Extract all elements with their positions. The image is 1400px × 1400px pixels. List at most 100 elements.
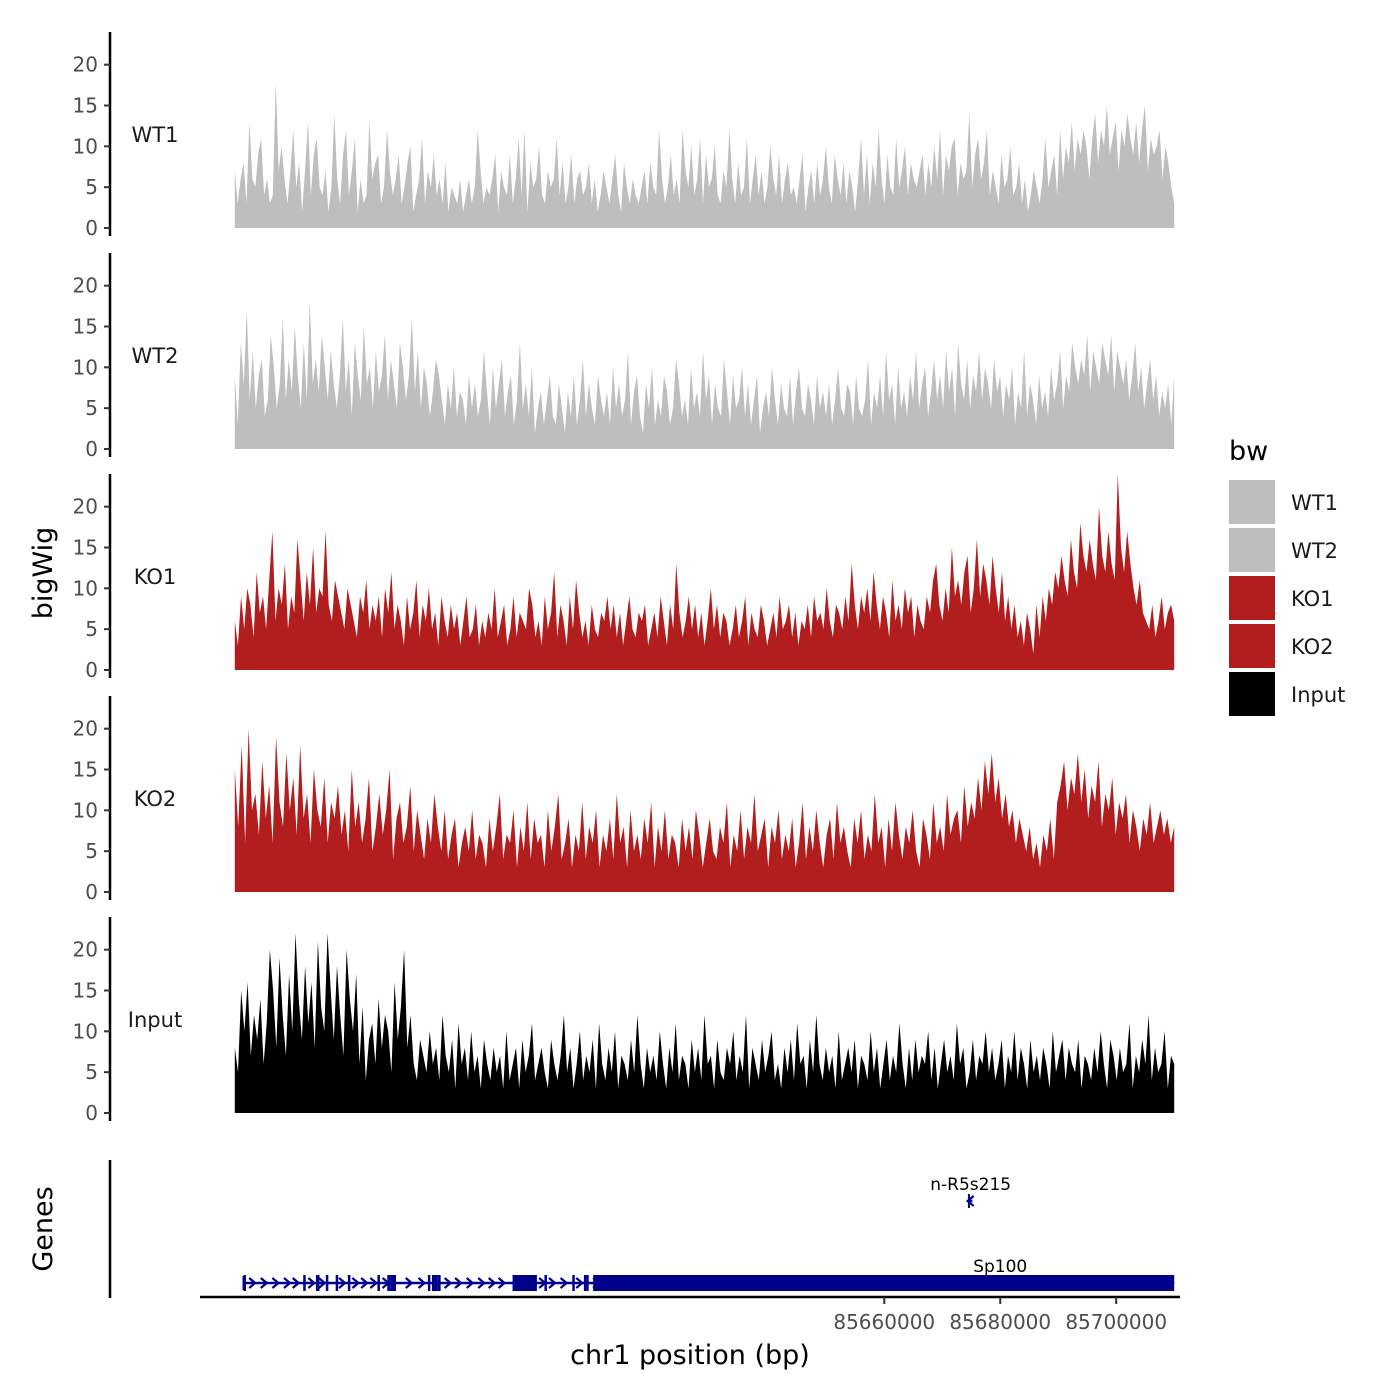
gene-exon (335, 1275, 339, 1291)
strand-arrow (965, 1195, 975, 1207)
y-tick-label: 15 (73, 315, 98, 339)
y-tick-label: 0 (85, 437, 98, 461)
y-tick-label: 5 (85, 839, 98, 863)
track-label: WT1 (132, 123, 179, 147)
y-tick-label: 15 (73, 536, 98, 560)
y-tick-label: 20 (73, 717, 98, 741)
legend-label: KO2 (1291, 635, 1334, 659)
strand-arrow (360, 1277, 369, 1289)
strand-arrow (271, 1277, 281, 1289)
legend-label: WT1 (1291, 491, 1338, 515)
y-tick-label: 5 (85, 396, 98, 420)
y-tick-label: 20 (73, 274, 98, 298)
y-tick-label: 10 (73, 134, 98, 158)
gene-exon (325, 1275, 329, 1291)
strand-arrow (291, 1277, 301, 1289)
legend-swatch (1229, 624, 1275, 668)
gene-sp100: Sp100 (242, 1257, 1175, 1291)
gene-label: n-R5s215 (930, 1175, 1011, 1195)
y-tick-label: 10 (73, 355, 98, 379)
tracks: 0 5 10 15 20 WT1 0 5 10 15 20 WT2 0 5 10 15 20 KO1 0 5 10 15 2… (73, 32, 1175, 1125)
legend-label: Input (1291, 683, 1345, 707)
strand-arrow (338, 1277, 347, 1289)
y-tick-label: 10 (73, 576, 98, 600)
strand-arrow (417, 1277, 427, 1289)
track-ko2: 0 5 10 15 20 KO2 (73, 696, 1175, 904)
gene-exon (593, 1275, 1175, 1291)
y-tick-label: 5 (85, 1060, 98, 1084)
strand-arrow (538, 1277, 547, 1289)
y-tick-label: 5 (85, 175, 98, 199)
track-wt2: 0 5 10 15 20 WT2 (73, 253, 1175, 461)
gene-annotation-track: n-R5s215 Sp100 (108, 1160, 1175, 1298)
strand-arrow (307, 1277, 317, 1289)
strand-arrow (559, 1277, 569, 1289)
gene-exon (437, 1275, 441, 1291)
x-tick-label: 85680000 (949, 1310, 1051, 1334)
strand-arrow (487, 1277, 497, 1289)
strand-arrow (592, 1277, 601, 1289)
y-tick-label: 0 (85, 880, 98, 904)
y-tick-label: 0 (85, 1101, 98, 1125)
gene-label: Sp100 (973, 1257, 1027, 1277)
track-ko1: 0 5 10 15 20 KO1 (73, 474, 1175, 682)
y-tick-label: 10 (73, 798, 98, 822)
gene-exon (427, 1275, 431, 1291)
legend-label: WT2 (1291, 539, 1338, 563)
gene-exon (303, 1275, 306, 1291)
y-tick-label: 15 (73, 979, 98, 1003)
strand-arrow (465, 1277, 475, 1289)
strand-arrow (477, 1277, 486, 1289)
strand-arrow (443, 1277, 453, 1289)
gene-exon (583, 1275, 587, 1291)
gene-exon (347, 1275, 351, 1291)
x-tick-label: 85660000 (833, 1310, 935, 1334)
strand-arrow (381, 1277, 391, 1289)
y-tick-label: 20 (73, 53, 98, 77)
strand-arrow (548, 1277, 557, 1289)
track-label: KO1 (134, 565, 177, 589)
strand-arrow (638, 1277, 647, 1289)
y-tick-label: 0 (85, 658, 98, 682)
legend-swatch (1229, 528, 1275, 572)
strand-arrow (497, 1277, 507, 1289)
legend-swatch (1229, 672, 1275, 716)
strand-arrow (248, 1277, 257, 1289)
strand-arrow (454, 1277, 463, 1289)
gene-exon (315, 1275, 320, 1291)
gene-exon (390, 1275, 396, 1291)
track-wt1: 0 5 10 15 20 WT1 (73, 32, 1175, 240)
y-tick-label: 0 (85, 216, 98, 240)
legend-swatch (1229, 480, 1275, 524)
track-label: Input (128, 1008, 182, 1032)
track-label: KO2 (134, 787, 177, 811)
coverage-area-ko1 (234, 474, 1175, 670)
y-tick-label: 5 (85, 617, 98, 641)
legend-title: bw (1229, 436, 1268, 467)
x-tick-label: 85700000 (1065, 1310, 1167, 1334)
y-tick-label: 20 (73, 938, 98, 962)
y-tick-label: 15 (73, 758, 98, 782)
y-axis-title: bigWig (28, 527, 59, 620)
gene-exon (243, 1275, 246, 1291)
strand-arrow (575, 1277, 584, 1289)
coverage-area-input (234, 933, 1175, 1113)
legend-label: KO1 (1291, 587, 1334, 611)
strand-arrow (283, 1277, 292, 1289)
legend-swatch (1229, 576, 1275, 620)
strand-arrow (628, 1277, 637, 1289)
genes-axis-title: Genes (28, 1186, 59, 1271)
gene-exon (586, 1275, 589, 1291)
strand-arrow (616, 1277, 625, 1289)
coverage-area-wt2 (234, 302, 1175, 449)
strand-arrow (405, 1277, 414, 1289)
gene-exon (431, 1275, 438, 1291)
strand-arrow (318, 1277, 327, 1289)
gene-exon (526, 1275, 537, 1291)
x-axis-title: chr1 position (bp) (570, 1340, 810, 1371)
gene-exon (377, 1275, 380, 1291)
x-axis: 85660000 85680000 85700000 (200, 1295, 1180, 1334)
coverage-area-ko2 (234, 728, 1175, 892)
y-tick-label: 15 (73, 94, 98, 118)
